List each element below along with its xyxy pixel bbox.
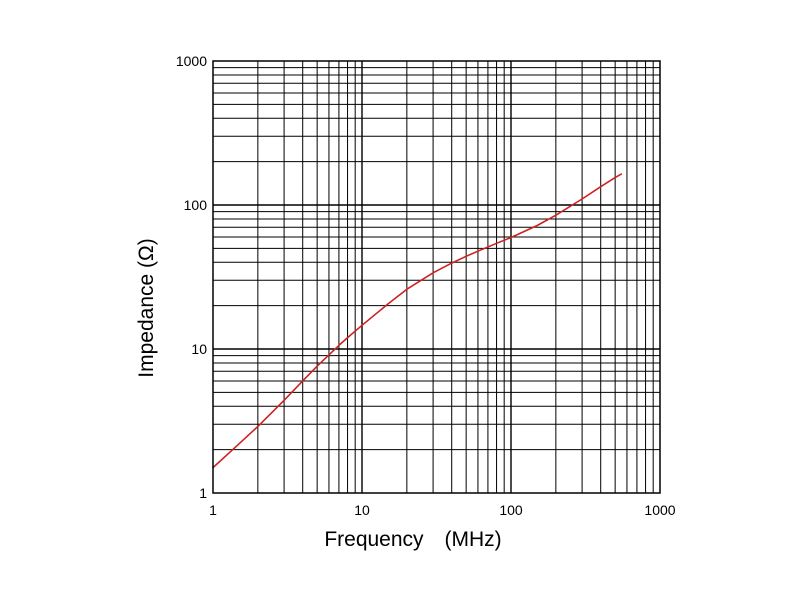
plot-frame (212, 60, 661, 494)
y-tick-label: 1 (199, 485, 207, 501)
y-tick-label: 100 (184, 197, 208, 213)
tick-labels: 1 10 100 1000 1 10 100 1000 (176, 53, 676, 518)
y-tick-label: 1000 (176, 53, 207, 69)
x-tick-label: 1 (209, 502, 217, 518)
series-layer (212, 173, 623, 469)
x-tick-label: 10 (354, 502, 370, 518)
grid (213, 61, 660, 493)
y-tick-label: 10 (191, 341, 207, 357)
y-axis-title: Impedance (Ω) (135, 238, 158, 377)
plot-border (212, 60, 661, 494)
x-axis-title: Frequency (MHz) (324, 528, 501, 551)
x-tick-label: 1000 (644, 502, 675, 518)
x-tick-label: 100 (499, 502, 523, 518)
impedance-curve (212, 173, 623, 469)
